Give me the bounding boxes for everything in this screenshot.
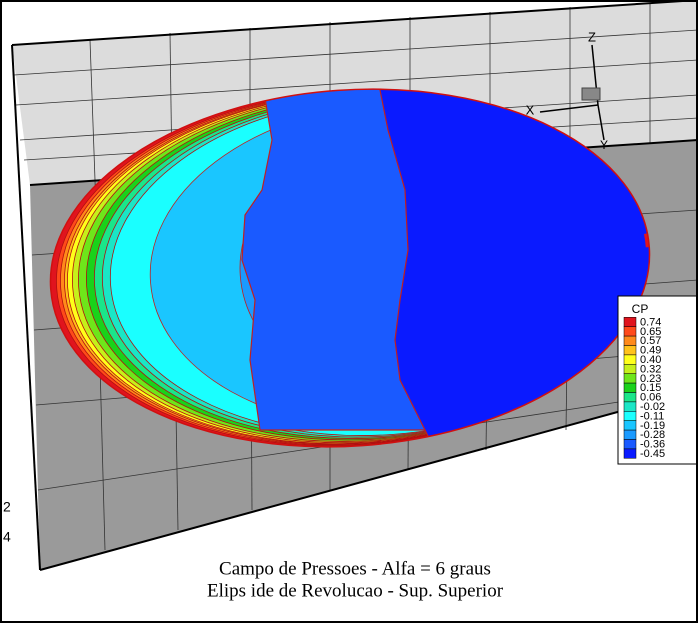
legend-swatch [624,317,636,326]
chart-title: Campo de Pressoes - Alfa = 6 graus [219,558,491,579]
legend-swatch [624,440,636,449]
plot: Z X Y 2 4 Campo de Pressoes - Alfa = 6 g… [0,0,698,623]
legend-swatch [624,355,636,364]
legend-swatch [624,411,636,420]
legend-swatch [624,393,636,402]
edge-tick-label: 4 [3,529,11,545]
legend-swatch [624,421,636,430]
legend-swatch [624,449,636,458]
legend-title: CP [632,302,649,316]
legend-swatch [624,402,636,411]
legend-swatch [624,364,636,373]
axis-label: Z [588,29,596,44]
legend-swatch [624,327,636,336]
axis-label: X [526,102,535,117]
legend-swatch [624,374,636,383]
axis-label: Y [600,138,608,152]
edge-tick-label: 2 [3,499,11,515]
legend: CP 0.740.650.570.490.400.320.230.150.06-… [618,296,698,464]
triad-box [582,88,600,100]
legend-label: -0.45 [640,448,665,460]
chart-subtitle: Elips ide de Revolucao - Sup. Superior [207,580,504,601]
legend-swatch [624,383,636,392]
legend-swatch [624,430,636,439]
legend-swatch [624,346,636,355]
legend-swatch [624,336,636,345]
